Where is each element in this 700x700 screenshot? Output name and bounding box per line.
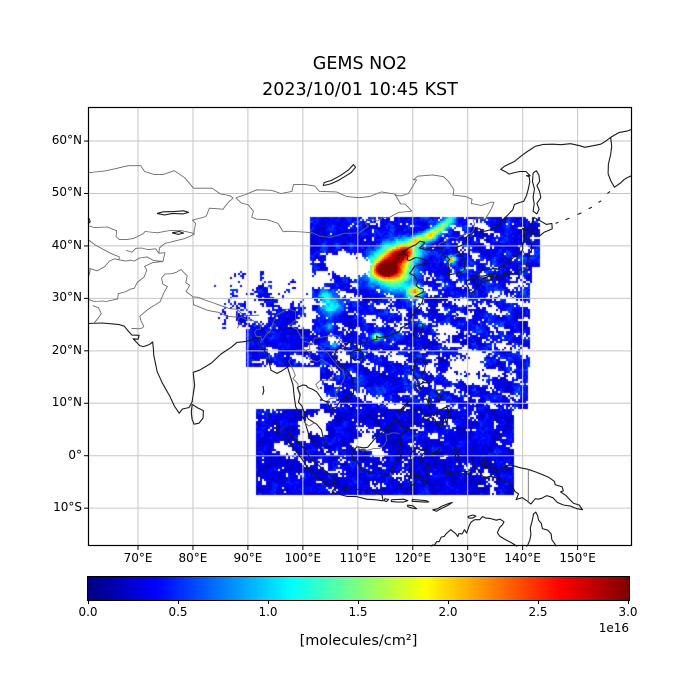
axis-ticks bbox=[84, 140, 579, 550]
colorbar-tick-label: 0.0 bbox=[78, 605, 98, 619]
no2-field-canvas bbox=[88, 107, 632, 546]
colorbar-tick-label: 1.0 bbox=[258, 605, 278, 619]
colorbar-tick bbox=[88, 600, 89, 604]
y-tick-label: 40°N bbox=[51, 237, 82, 252]
map-plot-area bbox=[84, 106, 633, 550]
y-tick-label: 60°N bbox=[51, 133, 82, 148]
y-tick-label: 20°N bbox=[51, 342, 82, 357]
colorbar bbox=[87, 576, 630, 601]
map-frame bbox=[87, 106, 633, 547]
colorbar-units-label: [molecules/cm²] bbox=[299, 633, 418, 649]
colorbar-tick-label: 3.0 bbox=[618, 605, 638, 619]
colorbar-scale-label: 1e16 bbox=[598, 621, 629, 635]
colorbar-tick bbox=[268, 600, 269, 604]
gridlines-layer bbox=[88, 107, 632, 546]
y-tick-label: 50°N bbox=[51, 185, 82, 200]
colorbar-tick-label: 0.5 bbox=[168, 605, 188, 619]
x-tick-label: 110°E bbox=[339, 551, 377, 565]
x-tick-label: 70°E bbox=[123, 551, 153, 565]
colorbar-tick bbox=[538, 600, 539, 604]
y-tick-label: 30°N bbox=[51, 290, 82, 305]
figure-title: GEMS NO2 bbox=[312, 54, 408, 74]
y-tick-label: 10°N bbox=[51, 395, 82, 410]
x-tick-label: 120°E bbox=[394, 551, 431, 565]
country-borders-layer bbox=[87, 165, 529, 504]
colorbar-tick bbox=[358, 600, 359, 604]
x-tick-label: 140°E bbox=[504, 551, 541, 565]
basemap-svg bbox=[84, 106, 633, 550]
colorbar-tick-label: 1.5 bbox=[348, 605, 368, 619]
coastlines-layer bbox=[87, 128, 632, 547]
colorbar-tick bbox=[628, 600, 629, 604]
colorbar-tick bbox=[178, 600, 179, 604]
figure-timestamp: 2023/10/01 10:45 KST bbox=[262, 80, 458, 100]
x-tick-label: 130°E bbox=[449, 551, 486, 565]
y-tick-label: 0° bbox=[68, 447, 82, 462]
x-tick-label: 80°E bbox=[178, 551, 208, 565]
y-tick-label: 10°S bbox=[53, 500, 82, 515]
colorbar-tick-label: 2.0 bbox=[438, 605, 458, 619]
colorbar-tick bbox=[448, 600, 449, 604]
x-tick-label: 150°E bbox=[559, 551, 596, 565]
x-tick-label: 90°E bbox=[233, 551, 263, 565]
x-tick-label: 100°E bbox=[284, 551, 322, 565]
colorbar-canvas bbox=[88, 577, 629, 600]
colorbar-tick-label: 2.5 bbox=[528, 605, 548, 619]
